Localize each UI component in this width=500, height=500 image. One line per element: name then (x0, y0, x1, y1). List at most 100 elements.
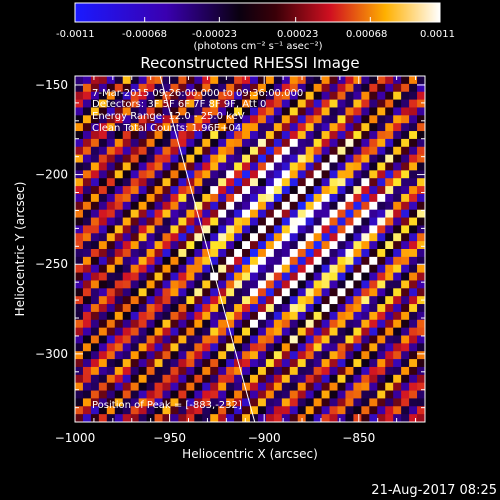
heatmap-cell (234, 280, 243, 289)
heatmap-cell (234, 138, 243, 148)
heatmap-cell (345, 170, 354, 179)
heatmap-cell (353, 288, 362, 297)
heatmap-cell (218, 138, 227, 148)
heatmap-cell (401, 311, 410, 321)
heatmap-cell (329, 170, 338, 179)
heatmap-cell (194, 178, 203, 187)
heatmap-cell (146, 146, 155, 156)
heatmap-cell (122, 366, 132, 376)
heatmap-cell (401, 233, 410, 242)
heatmap-cell (138, 374, 147, 384)
heatmap-cell (345, 249, 354, 258)
heatmap-cell (321, 146, 330, 156)
heatmap-cell (218, 414, 227, 422)
heatmap-cell (257, 390, 267, 399)
heatmap-cell (369, 296, 378, 305)
heatmap-cell (82, 123, 92, 132)
heatmap-cell (170, 76, 179, 85)
heatmap-cell (385, 99, 394, 108)
heatmap-cell (154, 296, 163, 305)
heatmap-cell (265, 131, 275, 140)
heatmap-cell (409, 249, 418, 258)
heatmap-cell (289, 288, 299, 297)
heatmap-cell (409, 193, 418, 203)
heatmap-cell (170, 414, 179, 422)
heatmap-cell (273, 264, 283, 273)
heatmap-cell (138, 311, 147, 321)
heatmap-cell (178, 162, 187, 171)
heatmap-cell (90, 414, 100, 422)
heatmap-cell (361, 76, 370, 85)
heatmap-cell (297, 107, 307, 116)
heatmap-cell (377, 186, 386, 195)
heatmap-cell (313, 170, 322, 179)
heatmap-cell (417, 311, 425, 321)
heatmap-cell (218, 390, 227, 399)
heatmap-cell (178, 398, 187, 407)
heatmap-cell (401, 83, 410, 93)
heatmap-cell (377, 366, 386, 376)
heatmap-cell (186, 343, 195, 352)
heatmap-cell (369, 154, 378, 163)
heatmap-cell (210, 138, 219, 148)
heatmap-cell (162, 264, 171, 273)
heatmap-cell (226, 398, 235, 407)
heatmap-cell (162, 304, 171, 313)
heatmap-cell (194, 249, 203, 258)
heatmap-cell (321, 343, 330, 352)
heatmap-cell (90, 374, 100, 384)
heatmap-cell (202, 217, 211, 226)
heatmap-cell (98, 154, 108, 163)
heatmap-cell (146, 209, 155, 218)
heatmap-cell (226, 319, 235, 329)
heatmap-cell (98, 241, 108, 250)
heatmap-cell (194, 351, 203, 360)
heatmap-cell (90, 217, 100, 226)
heatmap-cell (265, 382, 275, 391)
heatmap-cell (82, 241, 92, 250)
heatmap-cell (289, 241, 299, 250)
heatmap-cell (98, 217, 108, 226)
heatmap-cell (353, 154, 362, 163)
heatmap-cell (162, 319, 171, 329)
heatmap-cell (337, 264, 346, 273)
heatmap-cell (305, 249, 315, 258)
heatmap-cell (122, 99, 132, 108)
heatmap-cell (242, 201, 251, 211)
heatmap-cell (345, 107, 354, 116)
heatmap-cell (194, 217, 203, 226)
heatmap-cell (345, 162, 354, 171)
heatmap-cell (226, 138, 235, 148)
heatmap-cell (210, 209, 219, 218)
heatmap-cell (90, 382, 100, 391)
heatmap-cell (122, 327, 132, 336)
heatmap-cell (401, 280, 410, 289)
heatmap-cell (186, 217, 195, 226)
heatmap-cell (90, 406, 100, 415)
heatmap-cell (162, 249, 171, 258)
heatmap-cell (289, 256, 299, 266)
heatmap-cell (162, 217, 171, 226)
heatmap-cell (170, 382, 179, 391)
heatmap-cell (106, 201, 116, 211)
heatmap-cell (305, 107, 315, 116)
heatmap-cell (178, 414, 187, 422)
heatmap-cell (377, 304, 386, 313)
heatmap-cell (226, 359, 235, 368)
heatmap-cell (337, 186, 346, 195)
heatmap-cell (226, 414, 235, 422)
heatmap-cell (242, 146, 251, 156)
heatmap-cell (154, 154, 163, 163)
heatmap-cell (265, 280, 275, 289)
heatmap-cell (377, 178, 386, 187)
heatmap-cell (321, 178, 330, 187)
heatmap-cell (329, 351, 338, 360)
heatmap-cell (226, 264, 235, 273)
heatmap-cell (321, 107, 330, 116)
heatmap-cell (289, 382, 299, 391)
heatmap-cell (265, 217, 275, 226)
heatmap-cell (234, 296, 243, 305)
heatmap-cell (337, 170, 346, 179)
heatmap-cell (154, 256, 163, 266)
heatmap-cell (337, 288, 346, 297)
